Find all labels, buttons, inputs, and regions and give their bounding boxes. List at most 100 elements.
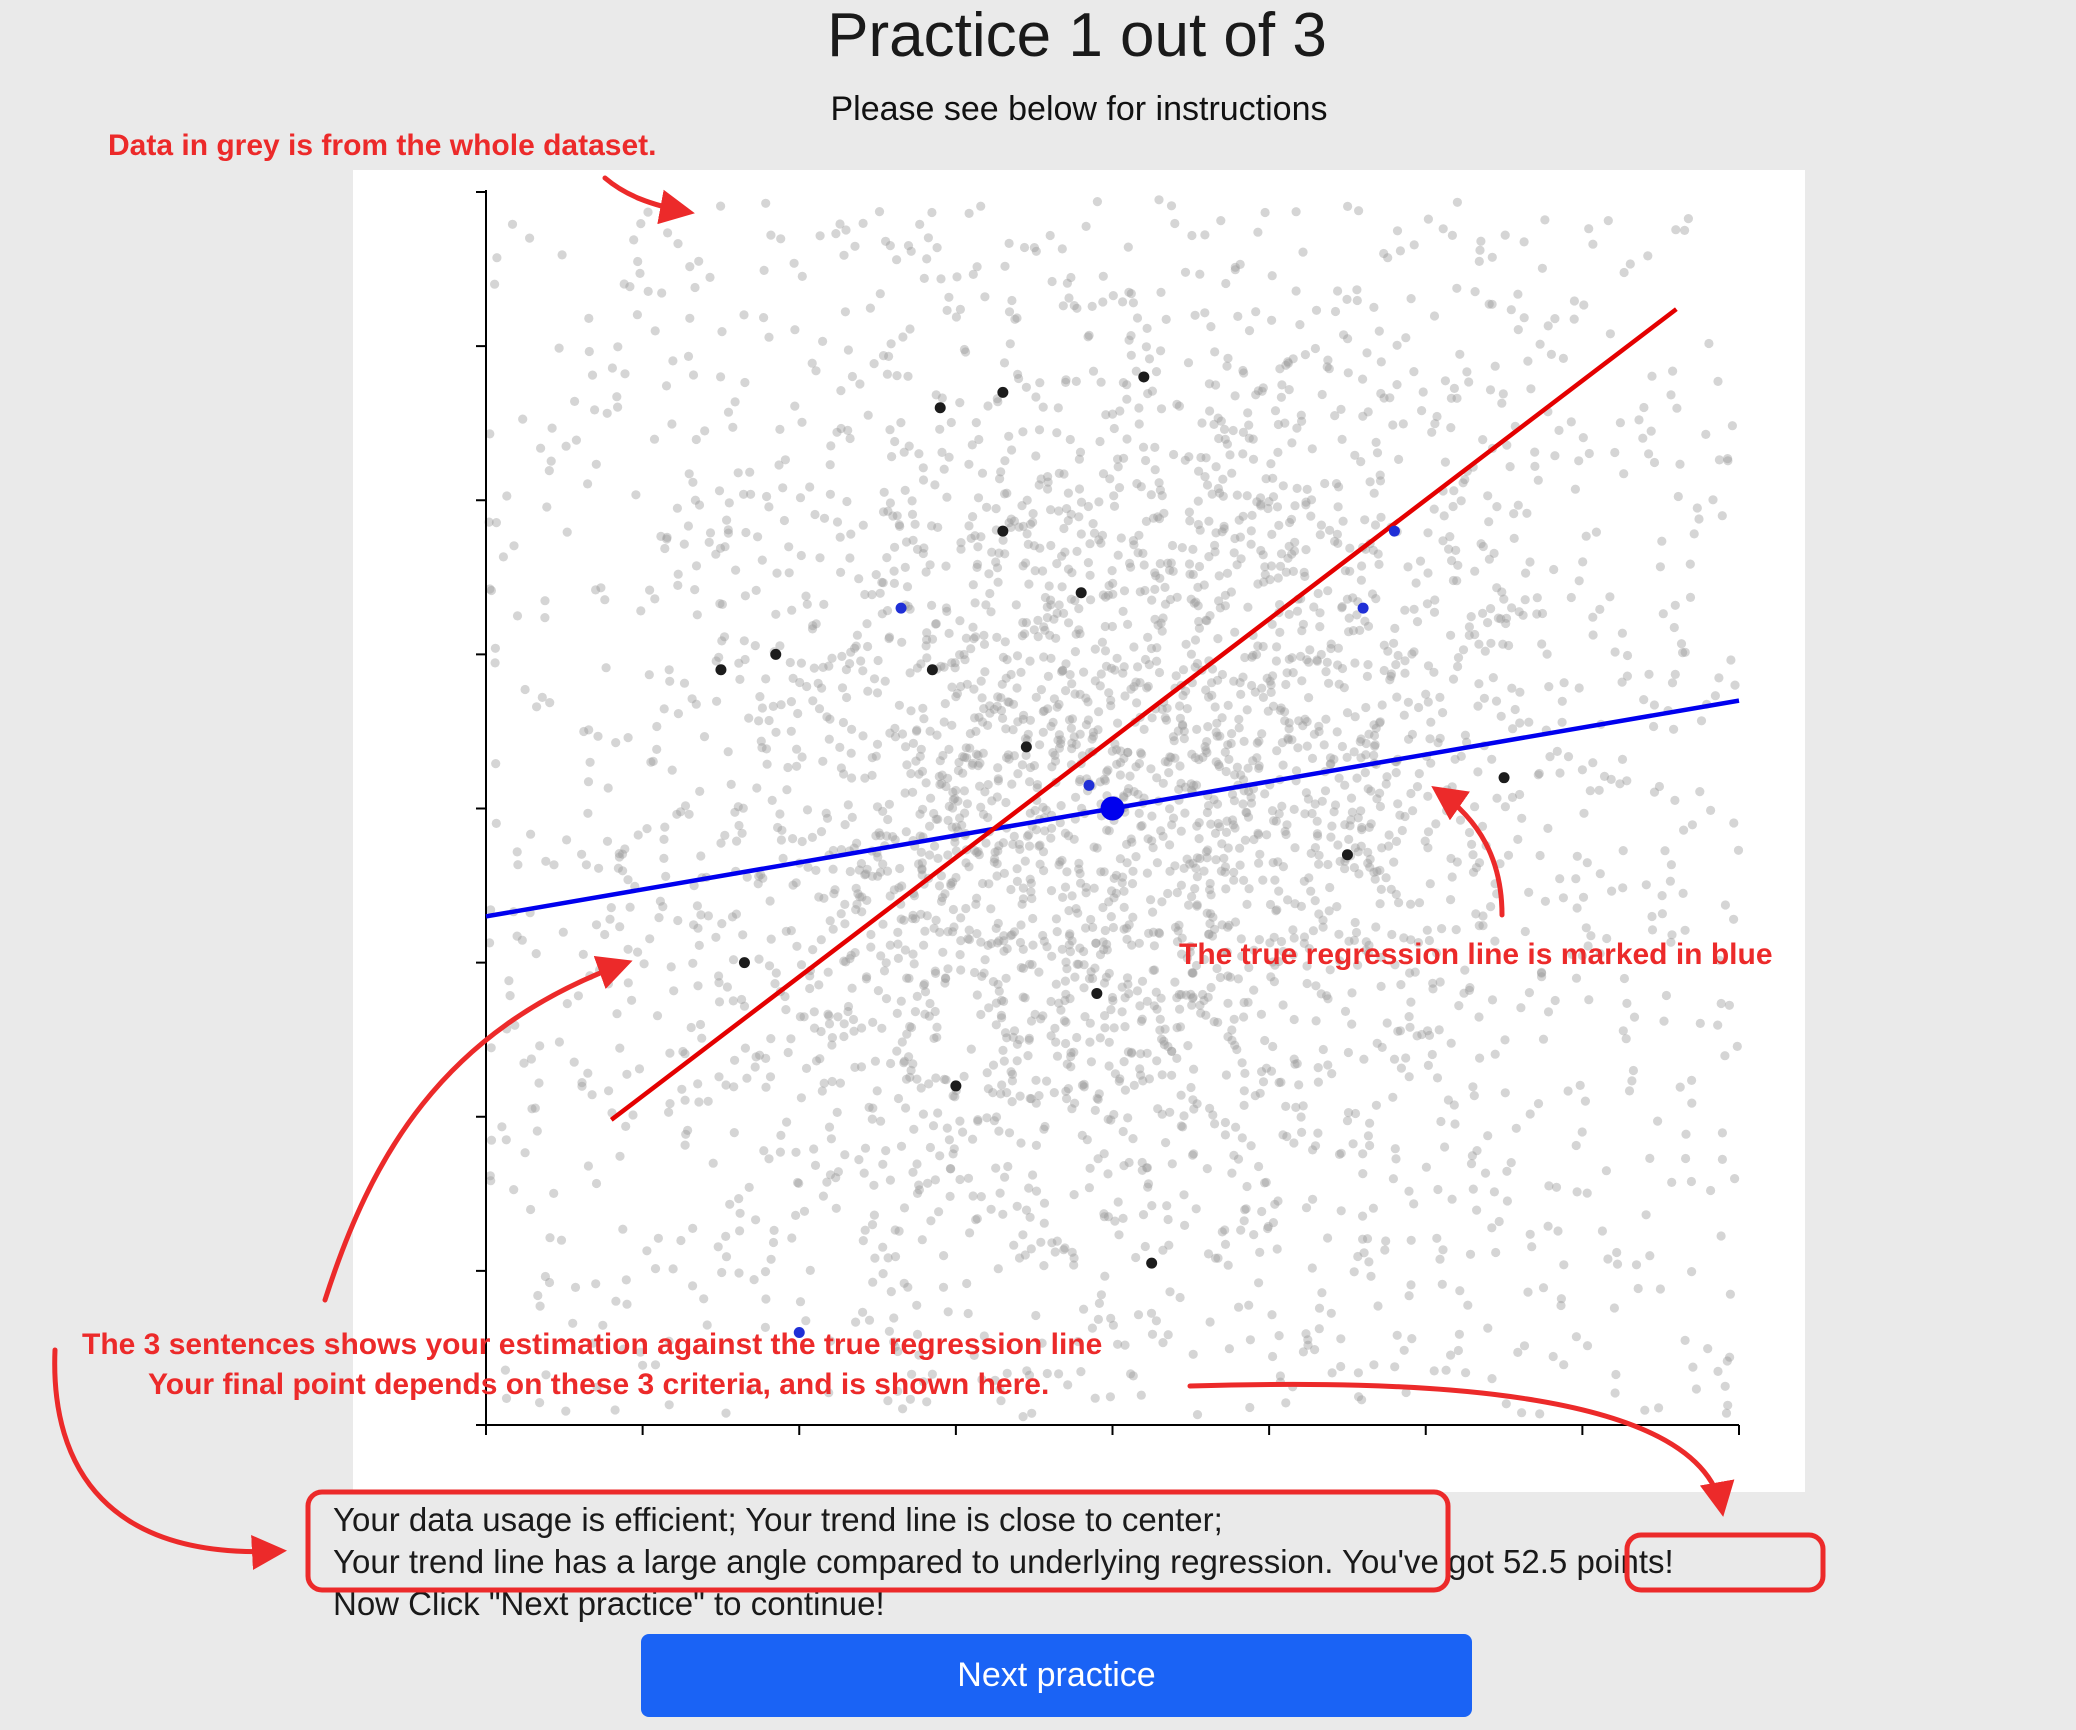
next-practice-button[interactable]: Next practice — [641, 1634, 1472, 1717]
grey-data-point — [878, 1159, 888, 1169]
grey-data-point — [1644, 669, 1654, 679]
grey-data-point — [501, 1135, 511, 1145]
grey-data-point — [1118, 668, 1128, 678]
grey-data-point — [1421, 689, 1431, 699]
grey-data-point — [890, 542, 900, 552]
grey-data-point — [1342, 752, 1352, 763]
grey-data-point — [1071, 376, 1081, 386]
grey-data-point — [1107, 746, 1117, 756]
grey-data-point — [1000, 261, 1010, 271]
grey-data-point — [1086, 914, 1096, 925]
grey-data-point — [1470, 287, 1480, 297]
grey-data-point — [1520, 926, 1530, 937]
grey-data-point — [1333, 286, 1343, 296]
grey-data-point — [1495, 859, 1505, 869]
grey-data-point — [600, 929, 610, 940]
grey-data-point — [1393, 650, 1403, 661]
grey-data-point — [1490, 936, 1500, 946]
grey-data-point — [1211, 1253, 1221, 1263]
grey-data-point — [905, 668, 915, 678]
grey-data-point — [1229, 676, 1239, 686]
grey-data-point — [1060, 976, 1070, 986]
grey-data-point — [1382, 772, 1392, 782]
grey-data-point — [916, 909, 926, 919]
grey-data-point — [902, 1029, 912, 1039]
grey-data-point — [1268, 1218, 1278, 1228]
grey-data-point — [1193, 496, 1203, 506]
sample-point-blue — [793, 1327, 805, 1339]
grey-data-point — [652, 1011, 663, 1021]
grey-data-point — [910, 914, 921, 924]
grey-data-point — [1194, 834, 1204, 844]
grey-data-point — [1202, 480, 1213, 490]
grey-data-point — [944, 628, 954, 638]
grey-data-point — [912, 991, 922, 1002]
grey-data-point — [1353, 847, 1363, 857]
grey-data-point — [1360, 515, 1370, 525]
grey-data-point — [1584, 995, 1594, 1005]
grey-data-point — [504, 976, 514, 986]
grey-data-point — [816, 935, 826, 945]
scatter-plot-panel[interactable] — [353, 170, 1805, 1492]
grey-data-point — [794, 1178, 804, 1188]
grey-data-point — [1583, 941, 1593, 951]
grey-data-point — [1409, 367, 1419, 377]
grey-data-point — [1149, 965, 1160, 975]
grey-data-point — [1438, 1245, 1448, 1255]
grey-data-point — [1179, 1190, 1189, 1200]
grey-data-point — [1006, 931, 1016, 941]
grey-data-point — [1258, 383, 1268, 393]
grey-data-point — [1466, 1159, 1477, 1169]
grey-data-point — [1192, 900, 1202, 910]
grey-data-point — [918, 703, 928, 713]
grey-data-point — [1062, 867, 1072, 877]
grey-data-point — [1390, 960, 1400, 970]
grey-data-point — [855, 379, 865, 389]
grey-data-point — [1089, 528, 1100, 538]
grey-data-point — [1375, 899, 1385, 909]
grey-data-point — [537, 692, 547, 703]
grey-data-point — [1404, 1186, 1414, 1196]
grey-data-point — [1487, 299, 1497, 309]
grey-data-point — [878, 859, 888, 869]
grey-data-point — [1015, 844, 1025, 855]
grey-data-point — [1465, 1249, 1476, 1259]
grey-data-point — [1474, 256, 1484, 266]
grey-data-point — [1424, 935, 1434, 946]
grey-data-point — [1122, 787, 1133, 798]
grey-data-point — [927, 521, 937, 531]
grey-data-point — [943, 850, 953, 860]
grey-data-point — [1034, 1091, 1044, 1101]
grey-data-point — [1723, 454, 1733, 464]
grey-data-point — [1031, 825, 1041, 835]
grey-data-point — [1185, 516, 1195, 526]
grey-data-point — [901, 1074, 912, 1084]
grey-data-point — [802, 805, 813, 815]
scatter-plot[interactable] — [353, 170, 1805, 1492]
grey-data-point — [851, 883, 861, 893]
grey-data-point — [1336, 1206, 1346, 1216]
grey-data-point — [1256, 1009, 1266, 1019]
grey-data-point — [1229, 796, 1239, 806]
grey-data-point — [557, 250, 567, 260]
grey-data-point — [720, 542, 730, 552]
grey-data-point — [823, 967, 833, 977]
grey-data-point — [835, 219, 845, 229]
grey-data-point — [1027, 1408, 1037, 1418]
grey-data-point — [1274, 886, 1284, 896]
grey-data-point — [1356, 753, 1366, 763]
grey-data-point — [996, 705, 1007, 716]
grey-data-point — [822, 1177, 832, 1187]
grey-data-point — [1126, 331, 1136, 341]
grey-data-point — [960, 752, 970, 762]
grey-data-point — [1128, 912, 1138, 922]
grey-data-point — [1000, 489, 1010, 499]
grey-data-point — [1655, 1284, 1665, 1294]
grey-data-point — [816, 827, 827, 837]
grey-data-point — [940, 699, 950, 709]
grey-data-point — [1057, 551, 1067, 561]
grey-data-point — [790, 401, 800, 411]
grey-data-point — [1004, 754, 1014, 764]
grey-data-point — [851, 1317, 861, 1327]
grey-data-point — [1055, 857, 1065, 867]
